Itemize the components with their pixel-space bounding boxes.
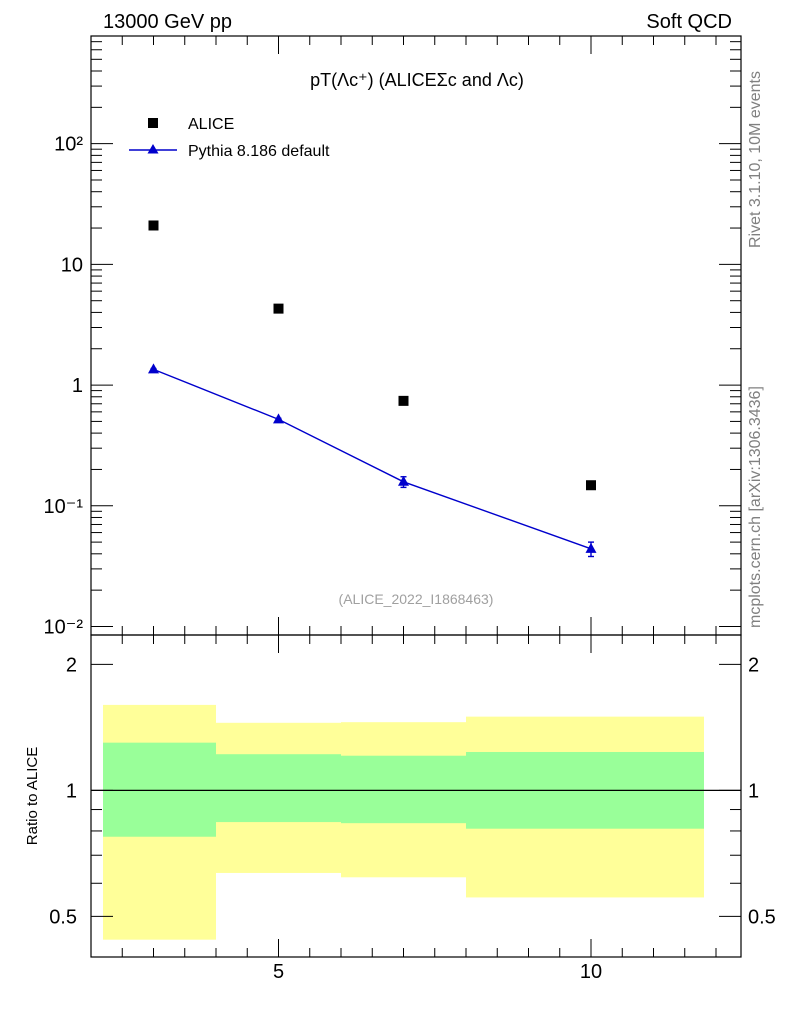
ratio-band <box>216 754 341 823</box>
legend-label-alice: ALICE <box>188 116 234 133</box>
ratio-y-tick-label-left: 1 <box>66 780 77 802</box>
alice-point <box>586 480 596 491</box>
alice-point <box>398 395 409 406</box>
alice-points <box>148 220 596 491</box>
y-tick-label: 10² <box>54 134 83 156</box>
pythia-points <box>148 363 597 553</box>
side-top-label: Rivet 3.1.10, 10M events <box>747 71 764 248</box>
pythia-point <box>148 363 159 374</box>
legend-label-pythia: Pythia 8.186 default <box>188 143 330 160</box>
pythia-line <box>153 368 592 550</box>
main-title: pT(Λc⁺) (ALICEΣc and Λc) <box>310 70 524 90</box>
main-ticks <box>90 36 741 635</box>
header-right: Soft QCD <box>646 11 732 33</box>
side-bottom-label: mcplots.cern.ch [arXiv:1306.3436] <box>747 386 764 628</box>
ratio-y-tick-labels: 0.5 0.5 1 1 2 2 <box>49 654 776 928</box>
legend: ALICE Pythia 8.186 default <box>129 116 330 160</box>
header-left: 13000 GeV pp <box>103 11 232 33</box>
y-tick-label: 10⁻² <box>44 616 84 638</box>
x-tick-labels: 5 10 <box>273 961 602 983</box>
ratio-y-tick-label-left: 2 <box>66 654 77 676</box>
ratio-band <box>103 742 216 837</box>
y-tick-label: 10⁻¹ <box>44 496 84 518</box>
main-y-tick-labels: 10⁻² 10⁻¹ 1 10 10² <box>44 134 84 639</box>
y-tick-label: 10 <box>61 254 83 276</box>
legend-marker-pythia <box>147 144 159 154</box>
pythia-point <box>398 475 409 486</box>
ratio-y-tick-label-right: 1 <box>748 780 759 802</box>
ratio-band <box>341 755 466 824</box>
alice-point <box>273 303 284 314</box>
x-tick-label: 5 <box>273 961 284 983</box>
y-tick-label: 1 <box>72 375 83 397</box>
x-tick-label: 10 <box>580 961 602 983</box>
ratio-y-tick-label-right: 0.5 <box>748 906 776 928</box>
ratio-bands <box>103 704 704 940</box>
ratio-frame <box>90 634 742 958</box>
legend-marker-alice <box>148 118 158 128</box>
pythia-error-bars <box>150 367 594 558</box>
ratio-y-tick-label-right: 2 <box>748 654 759 676</box>
ratio-y-tick-label-left: 0.5 <box>49 906 77 928</box>
alice-point <box>148 220 159 231</box>
pythia-point <box>273 413 284 424</box>
analysis-label: (ALICE_2022_I1868463) <box>339 591 494 607</box>
pythia-point <box>585 542 597 553</box>
ratio-ylabel: Ratio to ALICE <box>24 747 41 845</box>
ratio-plot: 0.5 0.5 1 1 2 2 5 10 Ratio to ALICE <box>24 634 776 983</box>
